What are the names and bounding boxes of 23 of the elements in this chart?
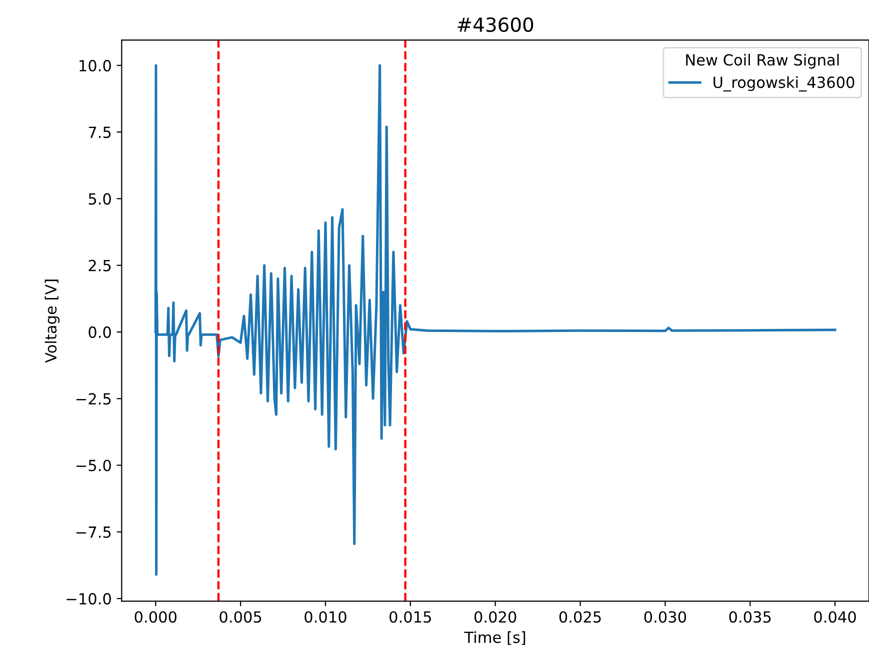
y-tick-label: 0.0: [88, 326, 111, 338]
y-axis-title: Voltage [V]: [44, 280, 60, 363]
x-tick-label: 0.025: [559, 611, 601, 623]
x-tick-label: 0.010: [304, 611, 346, 623]
y-tick-label: −10.0: [66, 593, 111, 605]
y-tick-label: 7.5: [88, 126, 111, 138]
x-tick-label: 0.040: [814, 611, 856, 623]
x-tick-label: 0.020: [474, 611, 516, 623]
x-tick-label: 0.005: [220, 611, 262, 623]
y-tick-label: 2.5: [88, 260, 111, 272]
y-tick-label: 5.0: [88, 193, 111, 205]
x-axis-title: Time [s]: [464, 631, 526, 645]
y-tick-label: −2.5: [76, 393, 111, 405]
y-tick-label: −7.5: [76, 526, 111, 538]
x-tick-label: 0.015: [390, 611, 431, 623]
y-tick-label: 10.0: [80, 60, 111, 72]
chart-title: #43600: [458, 17, 534, 32]
x-tick-label: 0.030: [644, 611, 686, 623]
y-tick-label: −5.0: [76, 460, 111, 472]
x-tick-label: 0.000: [134, 611, 176, 623]
x-tick-label: 0.035: [729, 611, 771, 623]
legend-title: New Coil Raw Signal: [686, 54, 839, 69]
legend-label: U_rogowski_43600: [714, 76, 854, 92]
